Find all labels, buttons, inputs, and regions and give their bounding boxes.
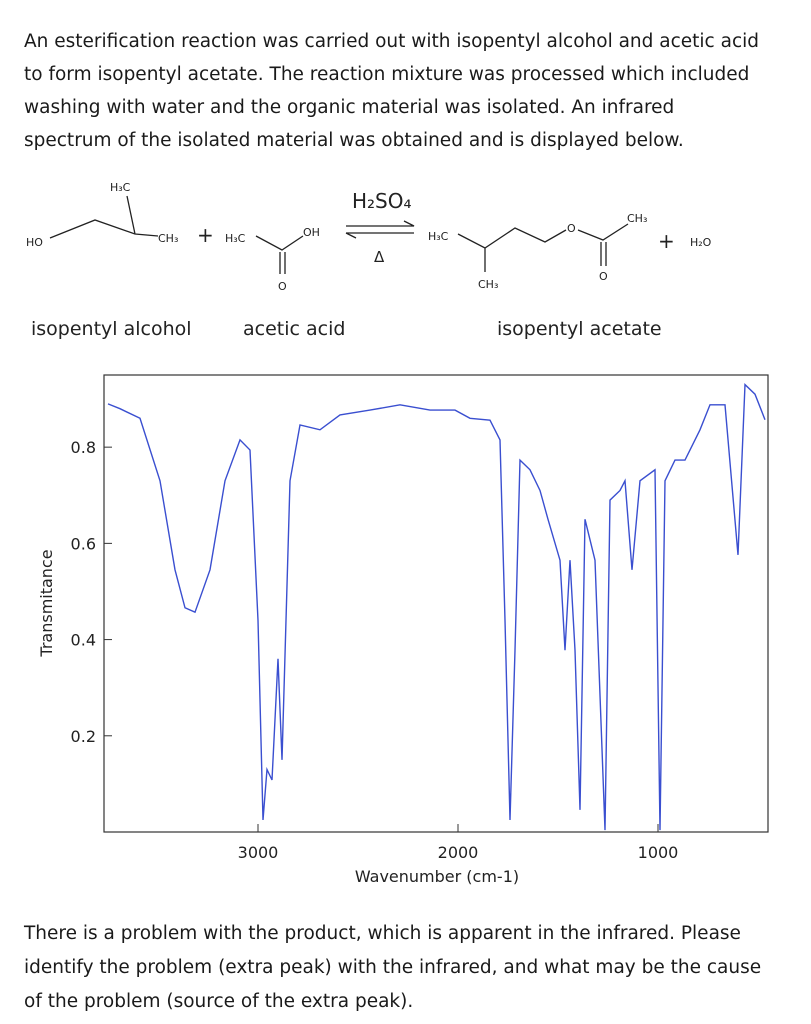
x-axis-label: Wavenumber (cm-1) [355, 867, 519, 886]
x-tick-label: 2000 [438, 843, 479, 862]
atom: O [599, 270, 608, 283]
atom: H₃C [110, 181, 131, 194]
intro-line: to form isopentyl acetate. The reaction … [24, 64, 749, 85]
spectrum-line [107, 383, 766, 831]
compound-name: isopentyl alcohol [31, 318, 192, 340]
y-tick-label: 0.2 [71, 727, 96, 746]
compound-name: acetic acid [243, 318, 345, 340]
ester-skeleton [457, 223, 629, 272]
heat: Δ [374, 248, 385, 266]
atom: OH [303, 226, 320, 239]
atom: H₃C [225, 232, 246, 245]
catalyst: H₂SO₄ [352, 189, 412, 213]
equilibrium-arrow [345, 220, 415, 239]
y-tick-label: 0.8 [71, 438, 96, 457]
plus: + [197, 223, 214, 247]
question: There is a problem with the product, whi… [23, 923, 761, 1012]
x-tick-label: 3000 [238, 843, 279, 862]
intro-line: washing with water and the organic mater… [24, 97, 674, 118]
reaction-scheme: HO H₃C CH₃ + H₃C OH O H₂SO₄ Δ H₃C CH₃ O … [26, 181, 712, 340]
intro-line: An esterification reaction was carried o… [24, 31, 759, 52]
y-axis-label: Transmitance [37, 549, 56, 657]
atom: H₂O [690, 236, 712, 249]
intro: An esterification reaction was carried o… [24, 31, 759, 151]
alcohol-skeleton [49, 195, 159, 239]
intro-line: spectrum of the isolated material was ob… [24, 130, 684, 151]
y-tick-label: 0.6 [71, 534, 96, 553]
plus: + [658, 229, 675, 253]
question-line: There is a problem with the product, whi… [23, 923, 741, 944]
y-tick-label: 0.4 [71, 631, 96, 650]
question-line: of the problem (source of the extra peak… [24, 991, 413, 1012]
acid-skeleton [255, 235, 304, 274]
atom: O [567, 222, 576, 235]
plot-frame [103, 374, 769, 833]
compound-name: isopentyl acetate [497, 318, 662, 340]
atom: CH₃ [627, 212, 647, 225]
atom: O [278, 280, 287, 293]
atom: HO [26, 236, 43, 249]
atom: H₃C [428, 230, 449, 243]
atom: CH₃ [158, 232, 178, 245]
ir-chart: Wavenumber (cm-1) Transmitance 3000 2000 1… [37, 374, 769, 886]
question-line: identify the problem (extra peak) with t… [24, 957, 761, 978]
x-tick-label: 1000 [638, 843, 679, 862]
atom: CH₃ [478, 278, 498, 291]
